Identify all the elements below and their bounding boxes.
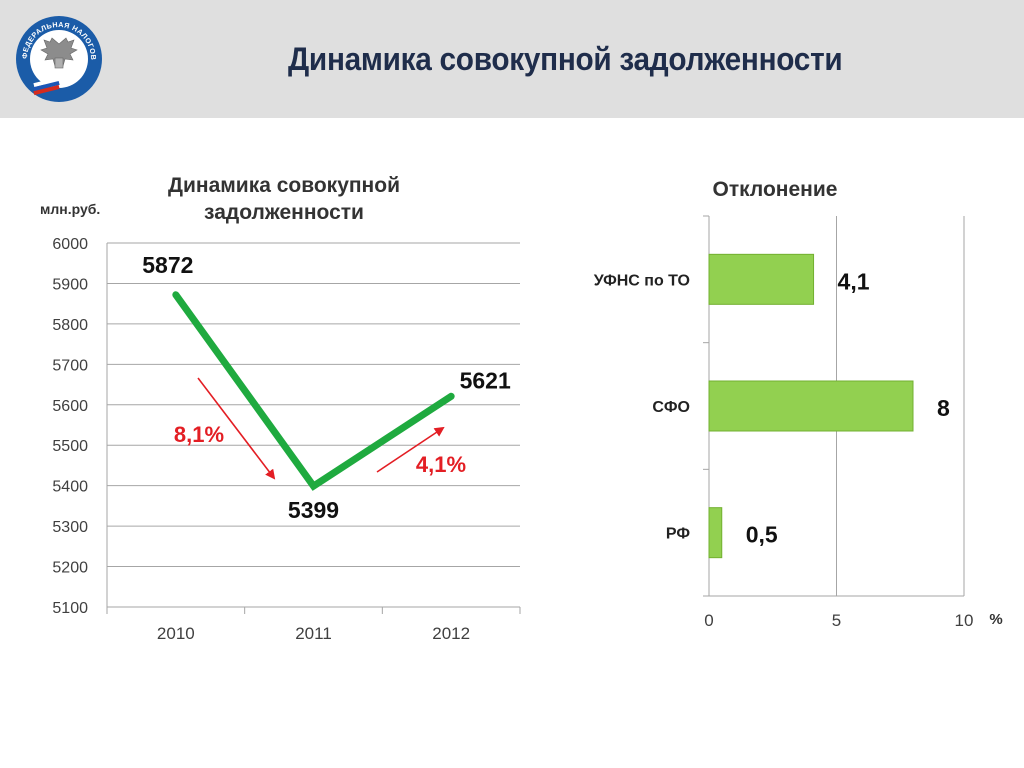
line-chart-y-tick-label: 5700 bbox=[52, 357, 88, 374]
fns-emblem-logo: ФЕДЕРАЛЬНАЯ НАЛОГОВАЯ СЛУЖБА bbox=[14, 14, 102, 102]
line-chart-x-tick-label: 2012 bbox=[432, 624, 470, 643]
line-chart-title-line-1: Динамика совокупной bbox=[168, 174, 400, 197]
line-chart-data-label: 5399 bbox=[288, 497, 339, 523]
line-chart-y-tick-label: 6000 bbox=[52, 236, 88, 253]
line-chart-x-ticks: 2010 2011 2012 bbox=[157, 624, 470, 643]
line-chart-x-tick-label: 2010 bbox=[157, 624, 195, 643]
line-chart-series bbox=[172, 291, 455, 491]
line-chart-annotations: 8,1% 4,1% bbox=[174, 377, 466, 480]
line-chart-y-tick-label: 5600 bbox=[52, 398, 88, 415]
decrease-percent-label: 8,1% bbox=[174, 422, 224, 447]
slide-title: Динамика совокупной задолженности bbox=[288, 41, 843, 77]
line-chart-title-line-2: задолженности bbox=[204, 201, 364, 224]
line-chart-y-tick-label: 5400 bbox=[52, 479, 88, 496]
line-chart-data-label: 5621 bbox=[460, 367, 511, 393]
line-chart-y-tick-label: 5900 bbox=[52, 276, 88, 293]
line-chart-y-tick-label: 5300 bbox=[52, 519, 88, 536]
line-chart-unit-label: млн.руб. bbox=[40, 201, 100, 217]
line-chart-x-tick-label: 2011 bbox=[295, 624, 332, 643]
slide-header: ФЕДЕРАЛЬНАЯ НАЛОГОВАЯ СЛУЖБА Динамика со… bbox=[0, 0, 1024, 118]
increase-arrow bbox=[376, 426, 445, 473]
line-chart-series-line bbox=[172, 291, 455, 491]
line-chart-y-ticks: 5100 5200 5300 5400 5500 5600 5700 5800 5900 6000 bbox=[52, 236, 88, 617]
decrease-arrow bbox=[197, 377, 276, 480]
line-chart-data-label: 5872 bbox=[142, 252, 193, 278]
line-chart-grid bbox=[106, 242, 521, 614]
line-chart-data-labels: 5872 5399 5621 bbox=[142, 252, 511, 523]
line-chart-y-tick-label: 5100 bbox=[52, 600, 88, 617]
line-chart-y-tick-label: 5800 bbox=[52, 317, 88, 334]
line-chart-y-tick-label: 5200 bbox=[52, 560, 88, 577]
increase-percent-label: 4,1% bbox=[416, 452, 466, 477]
line-chart-y-tick-label: 5500 bbox=[52, 438, 88, 455]
